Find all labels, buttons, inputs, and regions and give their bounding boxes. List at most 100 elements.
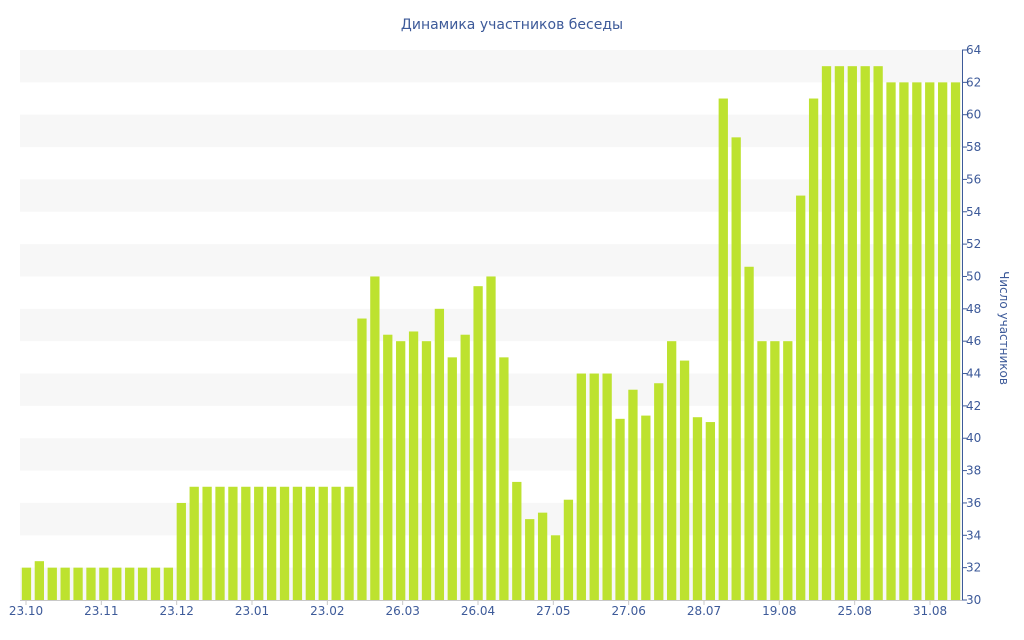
y-tick-label: 48: [966, 302, 981, 316]
y-tick-label: 40: [966, 431, 981, 445]
grid-band: [20, 244, 962, 277]
grid-band: [20, 50, 962, 83]
x-tick-label: 23.10: [9, 604, 43, 618]
bar: [821, 66, 832, 601]
bar: [499, 357, 509, 600]
x-tick-label: 26.03: [385, 604, 419, 618]
bar: [176, 502, 186, 600]
bar: [667, 341, 677, 600]
y-tick-label: 50: [966, 269, 981, 283]
bar: [950, 82, 961, 601]
bar: [318, 486, 328, 600]
bar: [808, 98, 819, 600]
y-axis: 30 32 34 36 38 40 42 44 46 48 50 52 54 56 58 60 62 64: [962, 43, 981, 607]
bar: [21, 567, 32, 600]
bar: [770, 341, 780, 600]
bar: [473, 286, 483, 600]
grid-band: [20, 114, 962, 148]
bar: [60, 567, 70, 600]
bar: [938, 82, 948, 601]
bar: [925, 82, 935, 601]
x-tick-label: 23.02: [310, 604, 344, 618]
bar: [860, 66, 870, 601]
y-tick-label: 34: [966, 528, 981, 542]
bar: [847, 66, 857, 601]
bar: [486, 276, 496, 600]
bar: [344, 486, 354, 600]
bar: [125, 567, 135, 600]
bar: [241, 486, 251, 600]
bar: [679, 360, 690, 600]
bar: [408, 331, 419, 600]
y-tick-label: 30: [966, 593, 981, 607]
x-axis: 23.10 23.11 23.12 23.01 23.02 26.03 26.04 27.05…: [9, 600, 962, 618]
x-tick-label: 26.04: [461, 604, 495, 618]
bar: [705, 422, 716, 600]
bar: [563, 499, 574, 600]
bar: [899, 82, 909, 601]
bar: [615, 418, 625, 600]
x-tick-label: 23.12: [159, 604, 193, 618]
bar: [331, 486, 341, 600]
bar: [34, 561, 44, 600]
bar: [228, 486, 238, 600]
y-tick-label: 36: [966, 496, 981, 510]
bar: [886, 82, 896, 601]
bar: [305, 486, 315, 600]
bar: [370, 276, 380, 600]
bar: [215, 486, 225, 600]
x-tick-label: 25.08: [837, 604, 871, 618]
bar: [783, 341, 793, 600]
y-tick-label: 52: [966, 237, 981, 251]
bar: [744, 266, 754, 600]
bar: [137, 567, 148, 600]
bar: [731, 137, 741, 600]
bar: [460, 334, 470, 600]
bar: [99, 567, 109, 600]
y-tick-label: 62: [966, 75, 981, 89]
bar: [189, 486, 199, 600]
x-tick-label: 19.08: [762, 604, 796, 618]
y-axis-label: Число участников: [997, 271, 1011, 385]
bar: [628, 389, 638, 600]
y-tick-label: 58: [966, 140, 981, 154]
bar: [576, 373, 586, 600]
bar: [421, 341, 432, 600]
bar: [279, 486, 290, 600]
y-tick-label: 60: [966, 108, 981, 122]
y-tick-label: 32: [966, 561, 981, 575]
bar-series: [21, 66, 961, 601]
bar: [641, 415, 651, 600]
bar: [525, 519, 535, 600]
y-tick-label: 54: [966, 205, 981, 219]
x-tick-label: 28.07: [687, 604, 721, 618]
x-tick-label: 23.01: [235, 604, 269, 618]
bar: [757, 341, 767, 600]
bar: [112, 567, 122, 600]
bar: [550, 535, 561, 600]
bar: [512, 481, 522, 600]
y-tick-label: 64: [966, 43, 981, 57]
bar: [873, 66, 883, 601]
bar: [163, 567, 174, 600]
bar: [86, 567, 96, 600]
grid-band: [20, 179, 962, 212]
bar: [834, 66, 845, 601]
y-tick-label: 38: [966, 464, 981, 478]
bar: [654, 383, 664, 600]
bar: [434, 308, 445, 600]
bar: [266, 486, 277, 600]
bar: [589, 373, 599, 600]
bar: [202, 486, 212, 600]
bar: [718, 98, 728, 600]
bar: [357, 318, 367, 600]
bar: [796, 195, 806, 600]
bar: [383, 334, 393, 600]
bar: [912, 82, 922, 601]
x-tick-label: 31.08: [913, 604, 947, 618]
y-tick-label: 56: [966, 172, 981, 186]
bar: [602, 373, 612, 600]
chart-title: Динамика участников беседы: [401, 17, 623, 33]
